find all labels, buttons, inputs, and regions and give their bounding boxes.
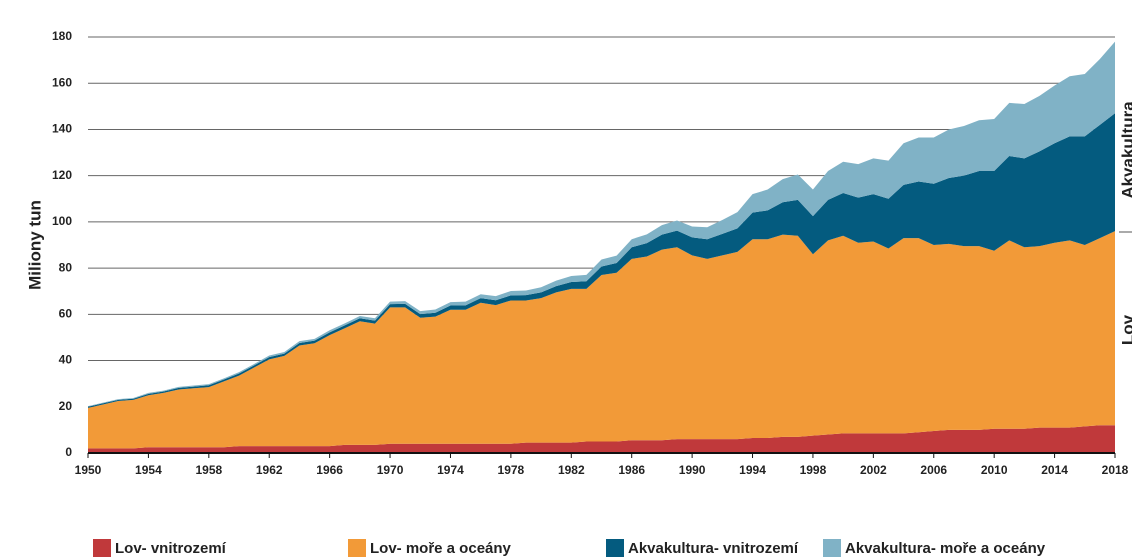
x-tick-label: 1982 (558, 463, 585, 477)
y-tick-label: 120 (52, 168, 72, 182)
x-tick-label: 1978 (498, 463, 525, 477)
x-tick-label: 1974 (437, 463, 464, 477)
legend-swatch (93, 539, 111, 557)
legend-label: Lov- moře a oceány (370, 540, 512, 557)
x-tick-label: 2002 (860, 463, 887, 477)
y-tick-label: 80 (59, 260, 73, 274)
y-tick-label: 180 (52, 29, 72, 43)
legend-label: Akvakultura- moře a oceány (845, 540, 1046, 557)
area (88, 425, 1115, 453)
y-tick-label: 0 (65, 445, 72, 459)
x-tick-label: 2006 (920, 463, 947, 477)
y-tick-label: 20 (59, 399, 73, 413)
x-tick-label: 1994 (739, 463, 766, 477)
x-tick-label: 1950 (75, 463, 102, 477)
legend-swatch (606, 539, 624, 557)
area (88, 231, 1115, 449)
x-tick-label: 2010 (981, 463, 1008, 477)
legend-swatch (823, 539, 841, 557)
annotation: Akvakultura (1118, 101, 1132, 199)
legend-label: Lov- vnitrozemí (115, 540, 227, 557)
x-tick-label: 1962 (256, 463, 283, 477)
y-tick-label: 140 (52, 122, 72, 136)
annotation: Lov (1118, 314, 1132, 345)
x-tick-label: 1998 (800, 463, 827, 477)
x-tick-label: 1954 (135, 463, 162, 477)
y-tick-label: 160 (52, 75, 72, 89)
y-axis-label: Miliony tun (25, 200, 44, 290)
legend-swatch (348, 539, 366, 557)
y-tick-label: 40 (59, 353, 73, 367)
x-tick-label: 1990 (679, 463, 706, 477)
x-tick-label: 1970 (377, 463, 404, 477)
x-tick-label: 1958 (195, 463, 222, 477)
y-tick-label: 100 (52, 214, 72, 228)
x-tick-label: 2014 (1041, 463, 1068, 477)
legend-label: Akvakultura- vnitrozemí (628, 540, 799, 557)
x-tick-label: 1966 (316, 463, 343, 477)
y-tick-label: 60 (59, 307, 73, 321)
x-tick-label: 1986 (618, 463, 645, 477)
x-tick-label: 2018 (1102, 463, 1129, 477)
